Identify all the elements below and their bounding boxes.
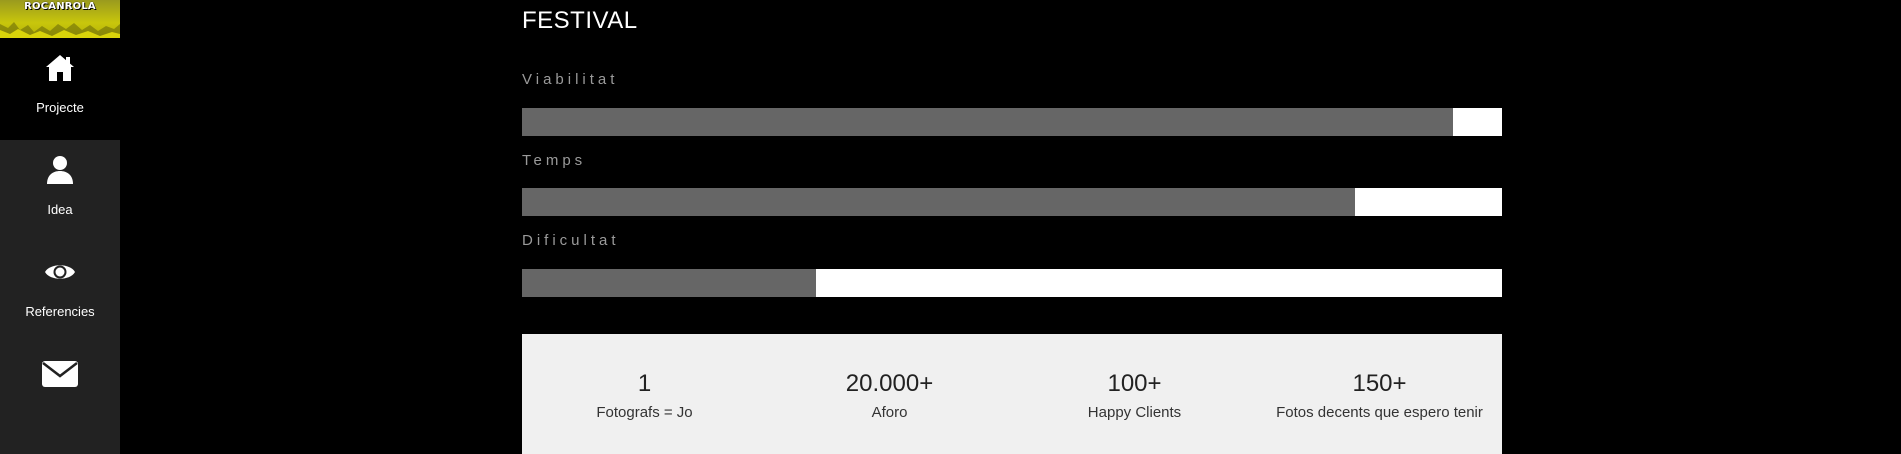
stats-panel: 1 Fotografs = Jo 20.000+ Aforo 100+ Happ… [522,334,1502,454]
stat-label: Fotografs = Jo [596,404,693,421]
stat-number: 100+ [1107,370,1162,397]
stat-number: 20.000+ [845,370,934,397]
stat-number: 150+ [1352,370,1407,397]
progress-fill [522,269,816,297]
user-icon [47,156,73,184]
eye-icon [45,265,75,279]
progress-fill [522,108,1453,136]
progress-bar-viabilitat [522,108,1502,136]
logo-text: ROCANROLA [24,1,96,12]
rocanrola-logo[interactable]: ROCANROLA [0,0,120,38]
sidebar-item-referencies[interactable]: Referencies [0,242,120,344]
sidebar-item-label: Projecte [36,100,84,115]
sidebar: ROCANROLA Projecte Idea Referencies [0,0,120,454]
sidebar-item-label: Referencies [25,304,95,319]
skill-label: Viabilitat [522,71,619,88]
skill-label: Dificultat [522,232,620,249]
skill-label: Temps [522,152,587,169]
sidebar-item-projecte[interactable]: Projecte [0,38,120,140]
stat-label: Happy Clients [1087,404,1182,421]
progress-bar-temps [522,188,1502,216]
stat-number: 1 [637,370,652,397]
page-title: FESTIVAL [522,7,638,34]
stat-label: Aforo [871,404,908,421]
envelope-icon [42,361,78,387]
home-icon [46,55,74,81]
progress-bar-dificultat [522,269,1502,297]
logo-drip-graphic [0,22,120,38]
sidebar-item-contact[interactable] [0,344,120,446]
sidebar-item-idea[interactable]: Idea [0,140,120,242]
progress-fill [522,188,1355,216]
sidebar-item-label: Idea [47,202,73,217]
stat-label: Fotos decents que espero tenir [1276,404,1483,421]
